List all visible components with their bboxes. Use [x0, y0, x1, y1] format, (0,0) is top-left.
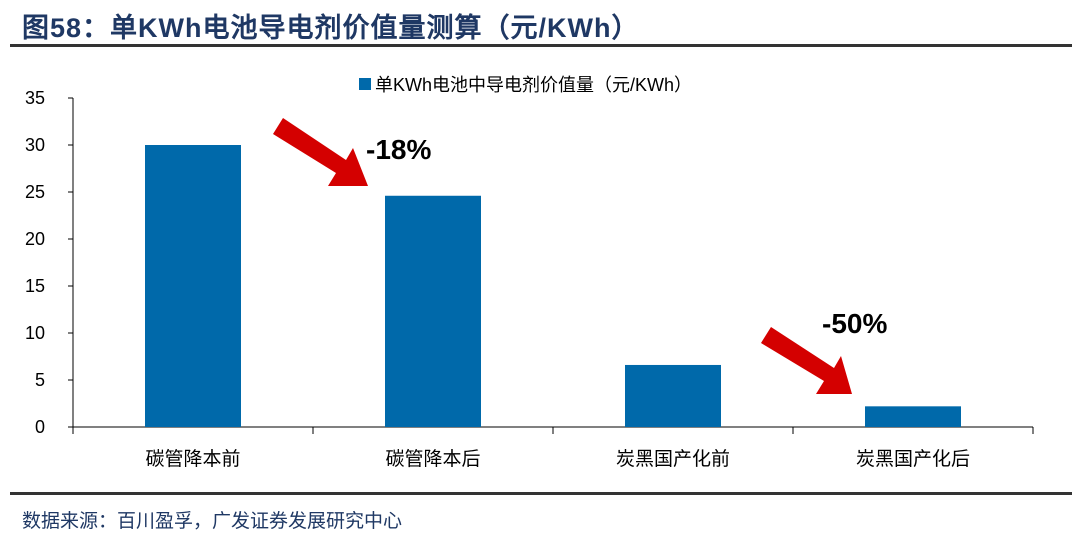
y-tick-label: 10: [25, 323, 45, 343]
annotation-label: -18%: [366, 134, 431, 165]
annotation-label: -50%: [822, 308, 887, 339]
bar: [865, 406, 961, 427]
bar-chart: 0 5 10 15 20 25 30 35 碳管降本前 碳管降本后 炭黑国产化前 炭黑国产化后 -18%…: [25, 88, 1034, 470]
y-tick-label: 30: [25, 135, 45, 155]
legend-label: 单KWh电池中导电剂价值量（元/KWh）: [375, 75, 693, 95]
bottom-divider: [10, 492, 1072, 495]
x-category-label: 炭黑国产化前: [616, 448, 730, 470]
top-divider: [10, 44, 1072, 47]
y-tick-label: 20: [25, 229, 45, 249]
y-tick-label: 25: [25, 182, 45, 202]
x-category-label: 碳管降本后: [385, 448, 480, 470]
y-tick-label: 5: [35, 370, 45, 390]
figure-title: 图58：单KWh电池导电剂价值量测算（元/KWh）: [22, 13, 640, 43]
y-tick-label: 15: [25, 276, 45, 296]
y-tick-label: 0: [35, 417, 45, 437]
bar: [145, 145, 241, 427]
x-category-label: 碳管降本前: [145, 448, 240, 470]
down-arrow-icon: [761, 327, 852, 394]
bar: [385, 195, 481, 427]
source-note: 数据来源：百川盈孚，广发证券发展研究中心: [22, 510, 403, 532]
down-arrow-icon: [273, 118, 368, 186]
x-category-label: 炭黑国产化后: [856, 448, 970, 470]
legend-swatch: [359, 78, 371, 90]
y-tick-label: 35: [25, 88, 45, 108]
chart-legend: 单KWh电池中导电剂价值量（元/KWh）: [359, 71, 692, 97]
bar: [625, 364, 721, 427]
